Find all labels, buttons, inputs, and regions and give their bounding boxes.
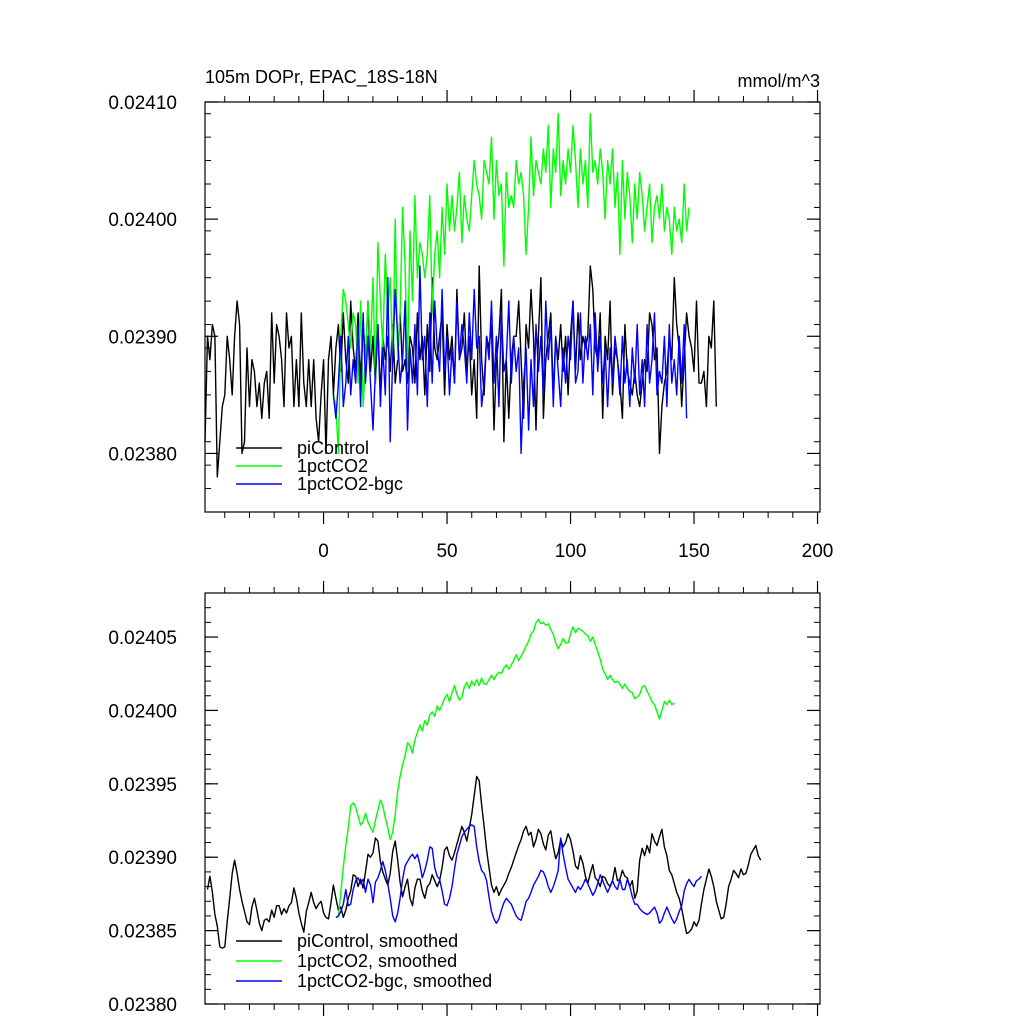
top-series-group [204, 112, 717, 478]
top-y-tick-label-0: 0.02380 [108, 444, 177, 465]
bottom-series-line-1 [337, 618, 675, 918]
bottom-legend-label-1: 1pctCO2, smoothed [297, 951, 457, 971]
bottom-y-tick-label-4: 0.02400 [108, 701, 177, 722]
bottom-series-line-0 [206, 775, 762, 949]
bottom-y-tick-label-5: 0.02405 [108, 628, 177, 649]
top-series-line-0 [204, 265, 717, 478]
top-chart-units: mmol/m^3 [738, 71, 820, 91]
bottom-legend-label-0: piControl, smoothed [297, 931, 458, 951]
top-axes: 0.02380 0.02390 0.02400 0.02410 0 50 100 150 200 [108, 90, 833, 562]
top-y-tick-label-3: 0.02410 [108, 93, 177, 114]
top-x-tick-label-1: 50 [436, 541, 457, 562]
bottom-y-tick-label-2: 0.02390 [108, 848, 177, 869]
top-x-tick-label-4: 200 [802, 541, 834, 562]
bottom-legend-label-2: 1pctCO2-bgc, smoothed [297, 971, 492, 991]
top-legend-label-2: 1pctCO2-bgc [297, 474, 403, 494]
bottom-panel: 0.02380 0.02385 0.02390 0.02395 0.02400 0.024… [108, 581, 821, 1016]
top-x-tick-label-2: 100 [555, 541, 587, 562]
bottom-y-tick-label-3: 0.02395 [108, 775, 177, 796]
top-series-line-1 [332, 112, 690, 455]
top-chart-title: 105m DOPr, EPAC_18S-18N [205, 67, 438, 88]
top-legend-label-0: piControl [297, 438, 369, 458]
top-series-line-2 [332, 265, 688, 455]
bottom-series-line-2 [335, 824, 702, 924]
bottom-series-group [206, 618, 762, 949]
top-legend-label-1: 1pctCO2 [297, 456, 368, 476]
top-x-tick-label-3: 150 [678, 541, 710, 562]
top-x-tick-label-0: 0 [318, 541, 329, 562]
top-y-tick-label-2: 0.02400 [108, 210, 177, 231]
bottom-y-tick-label-0: 0.02380 [108, 995, 177, 1016]
bottom-y-tick-label-1: 0.02385 [108, 922, 177, 943]
top-panel: 105m DOPr, EPAC_18S-18N mmol/m^3 0.02380… [108, 67, 833, 562]
top-plot-frame [204, 101, 821, 513]
bottom-axes: 0.02380 0.02385 0.02390 0.02395 0.02400 0.024… [108, 581, 821, 1016]
top-y-tick-label-1: 0.02390 [108, 327, 177, 348]
